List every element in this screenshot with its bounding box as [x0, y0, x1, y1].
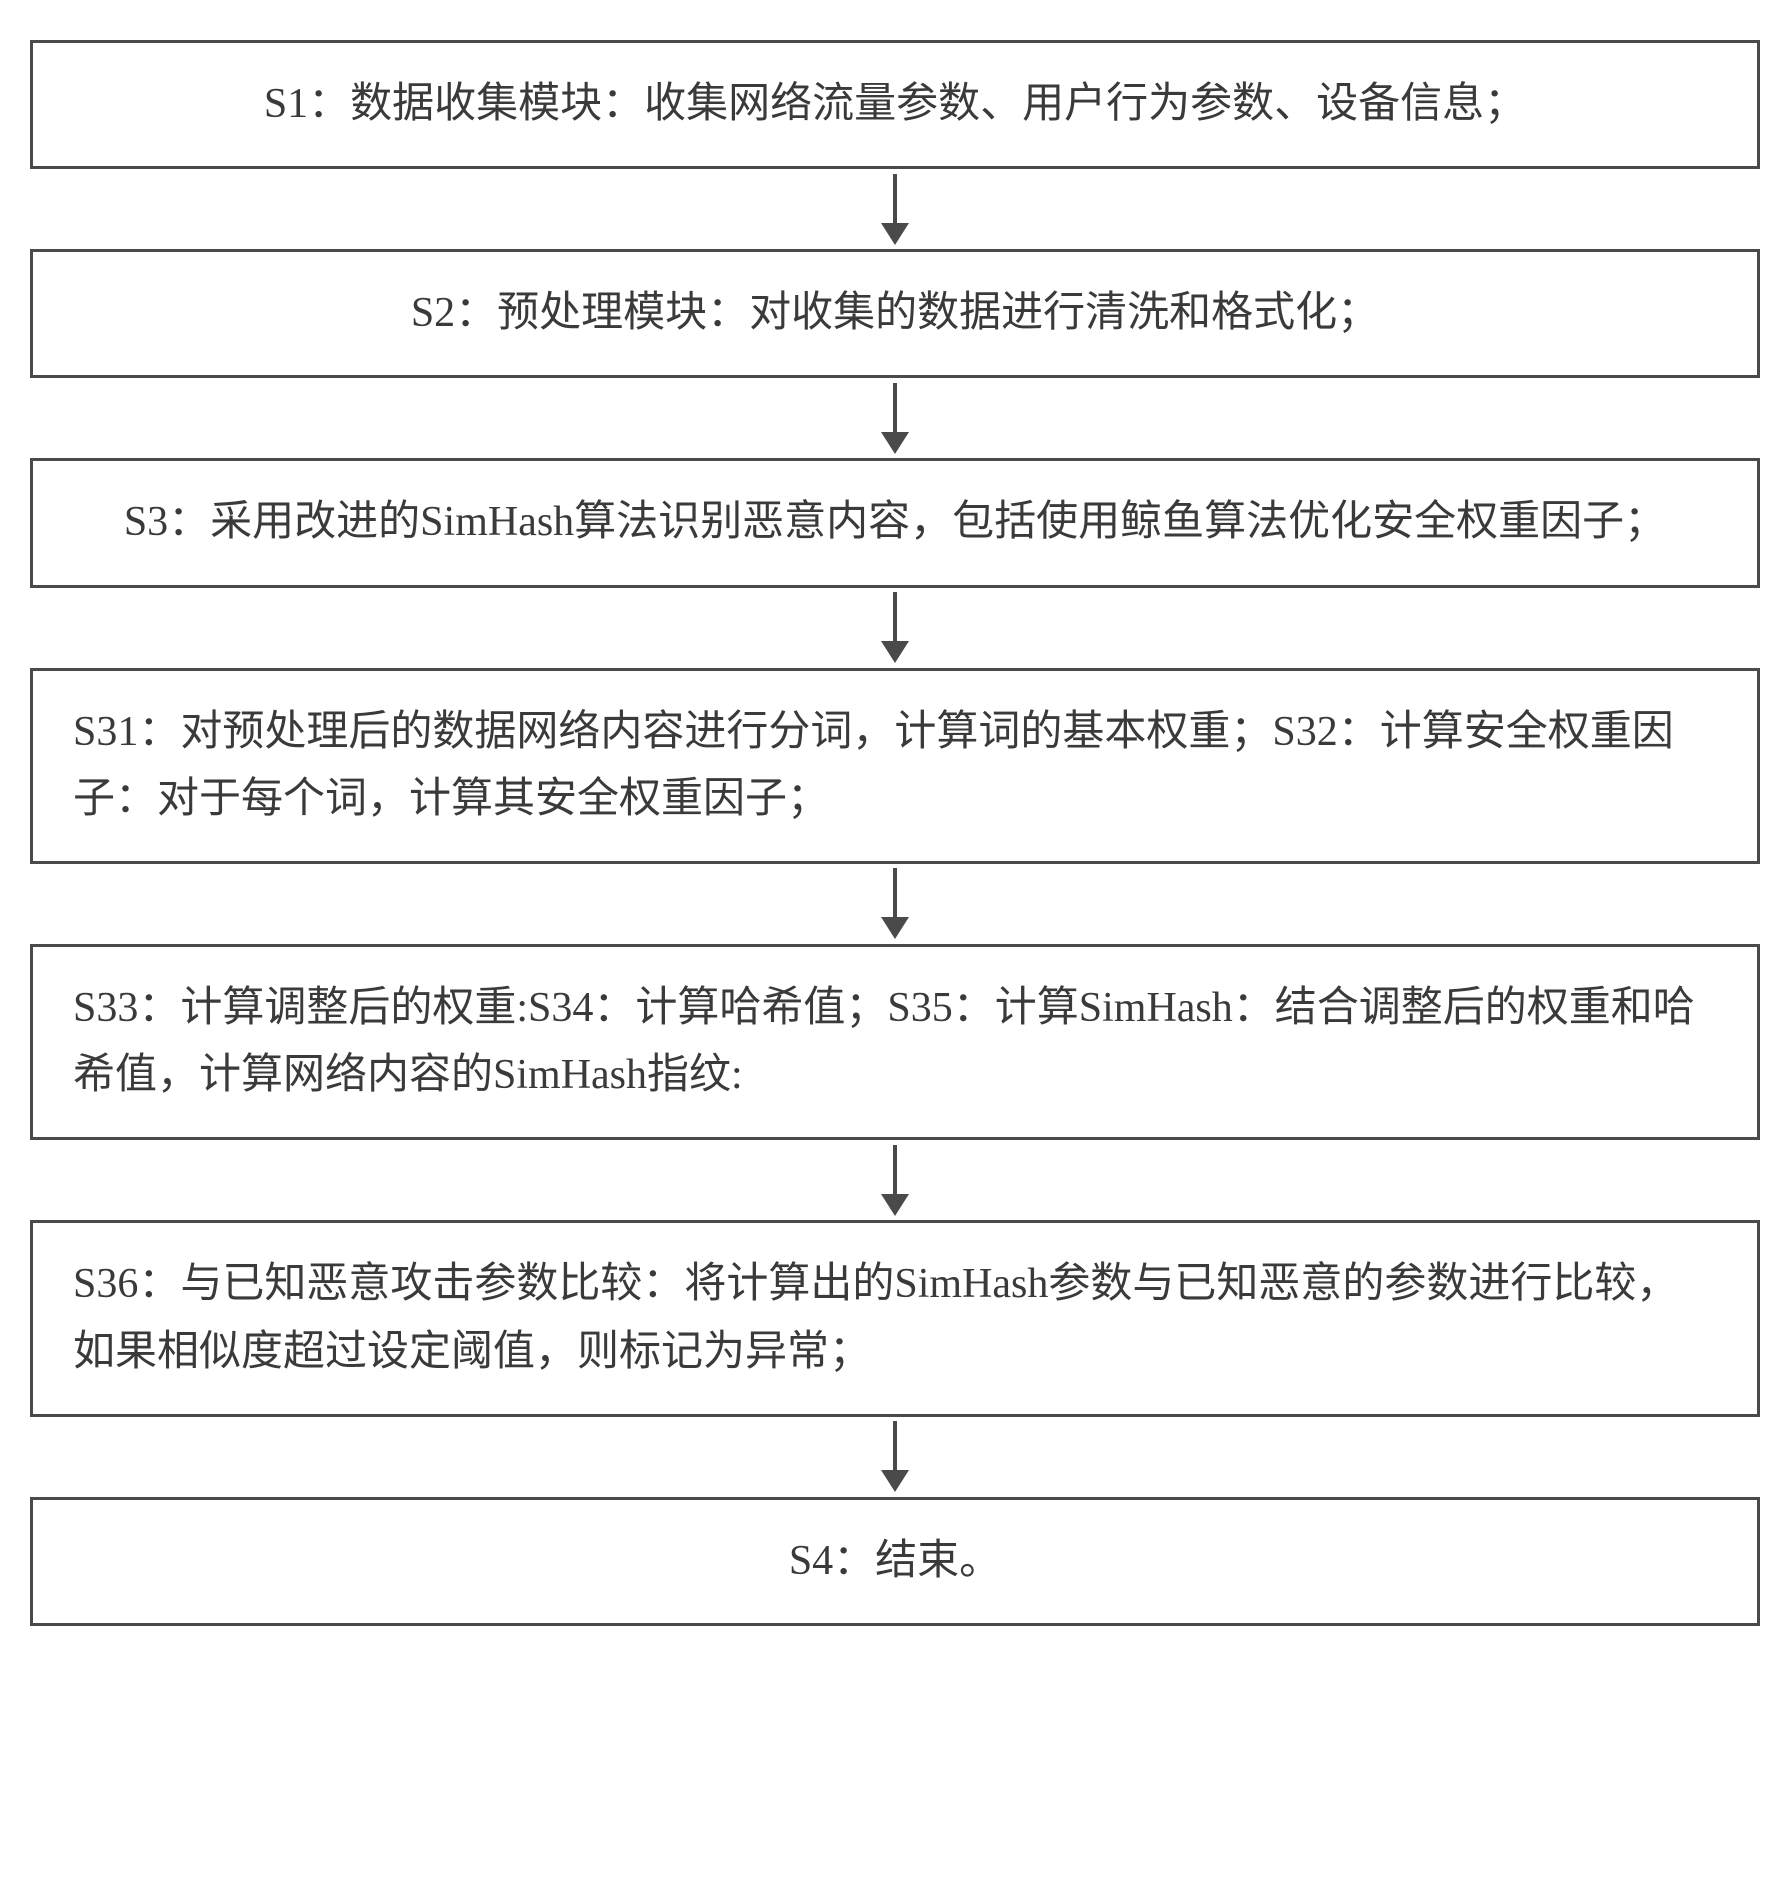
arrow-head-icon	[881, 917, 909, 939]
arrow-head-icon	[881, 1194, 909, 1216]
arrow-connector	[881, 864, 909, 944]
arrow-line	[893, 1145, 897, 1195]
node-text: S36：与已知恶意攻击参数比较：将计算出的SimHash参数与已知恶意的参数进行…	[73, 1251, 1717, 1385]
arrow-line	[893, 383, 897, 433]
flowchart-container: S1：数据收集模块：收集网络流量参数、用户行为参数、设备信息； S2：预处理模块…	[30, 40, 1760, 1626]
arrow-head-icon	[881, 432, 909, 454]
node-text: S31：对预处理后的数据网络内容进行分词，计算词的基本权重；S32：计算安全权重…	[73, 699, 1717, 833]
flowchart-node-s31-s32: S31：对预处理后的数据网络内容进行分词，计算词的基本权重；S32：计算安全权重…	[30, 668, 1760, 864]
arrow-line	[893, 592, 897, 642]
node-text: S4：结束。	[789, 1528, 1001, 1595]
node-text: S33：计算调整后的权重:S34：计算哈希值；S35：计算SimHash：结合调…	[73, 975, 1717, 1109]
arrow-line	[893, 174, 897, 224]
flowchart-node-s36: S36：与已知恶意攻击参数比较：将计算出的SimHash参数与已知恶意的参数进行…	[30, 1220, 1760, 1416]
flowchart-node-s4: S4：结束。	[30, 1497, 1760, 1626]
arrow-connector	[881, 378, 909, 458]
arrow-line	[893, 868, 897, 918]
flowchart-node-s33-s35: S33：计算调整后的权重:S34：计算哈希值；S35：计算SimHash：结合调…	[30, 944, 1760, 1140]
arrow-connector	[881, 169, 909, 249]
flowchart-node-s2: S2：预处理模块：对收集的数据进行清洗和格式化；	[30, 249, 1760, 378]
node-text: S2：预处理模块：对收集的数据进行清洗和格式化；	[411, 280, 1379, 347]
flowchart-node-s1: S1：数据收集模块：收集网络流量参数、用户行为参数、设备信息；	[30, 40, 1760, 169]
arrow-head-icon	[881, 641, 909, 663]
arrow-line	[893, 1421, 897, 1471]
node-text: S3：采用改进的SimHash算法识别恶意内容，包括使用鲸鱼算法优化安全权重因子…	[124, 489, 1666, 556]
flowchart-node-s3: S3：采用改进的SimHash算法识别恶意内容，包括使用鲸鱼算法优化安全权重因子…	[30, 458, 1760, 587]
node-text: S1：数据收集模块：收集网络流量参数、用户行为参数、设备信息；	[264, 71, 1526, 138]
arrow-head-icon	[881, 1470, 909, 1492]
arrow-connector	[881, 1417, 909, 1497]
arrow-head-icon	[881, 223, 909, 245]
arrow-connector	[881, 588, 909, 668]
arrow-connector	[881, 1140, 909, 1220]
